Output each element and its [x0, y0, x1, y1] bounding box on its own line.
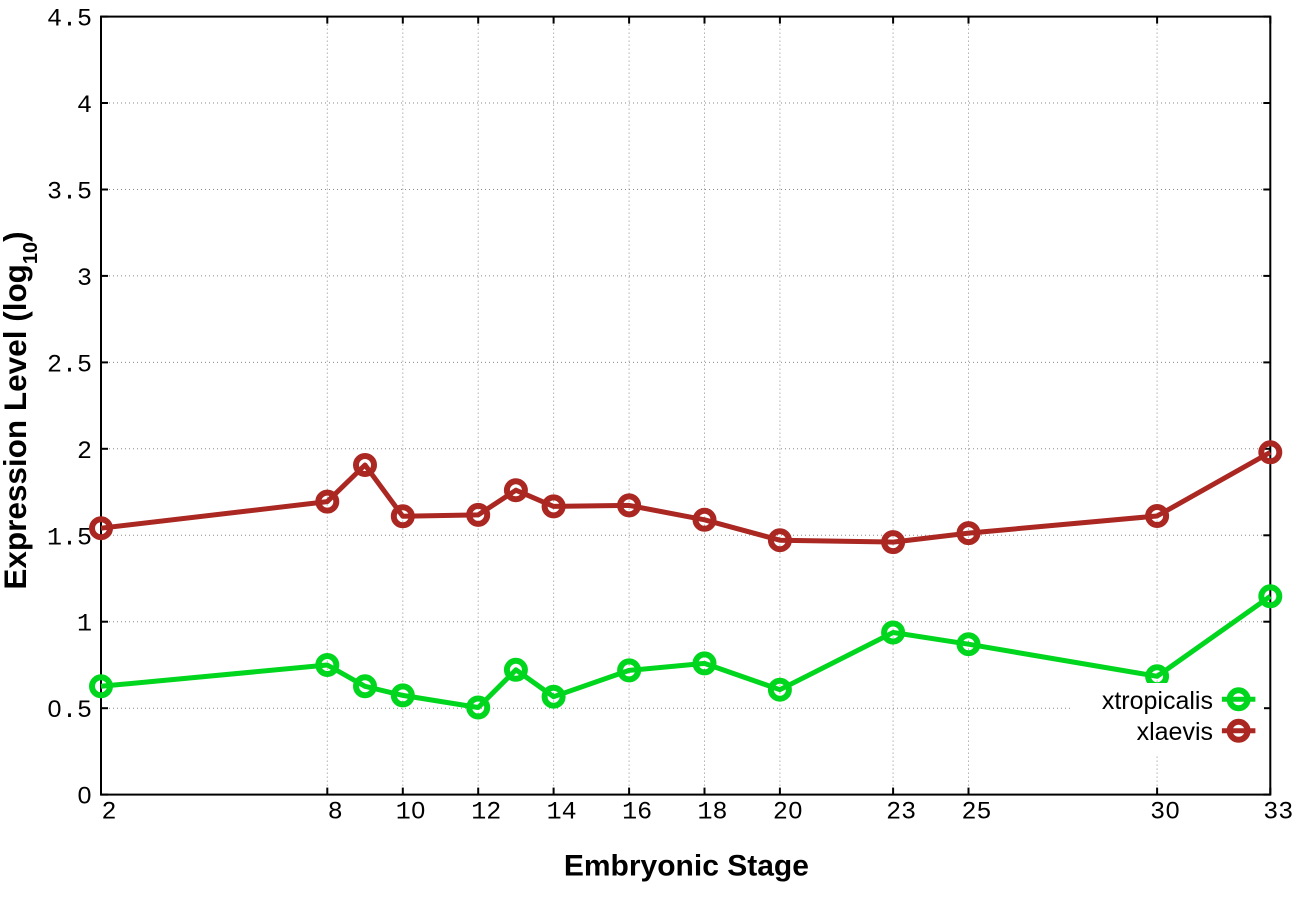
svg-text:2: 2 — [101, 797, 116, 826]
svg-text:xtropicalis: xtropicalis — [1102, 687, 1213, 715]
svg-text:xlaevis: xlaevis — [1137, 718, 1213, 746]
svg-text:4.5: 4.5 — [47, 5, 92, 34]
svg-text:2.5: 2.5 — [47, 350, 92, 379]
svg-text:2: 2 — [77, 437, 92, 466]
svg-text:16: 16 — [622, 797, 652, 826]
svg-text:1: 1 — [77, 610, 92, 639]
svg-text:30: 30 — [1150, 797, 1180, 826]
svg-text:Embryonic Stage: Embryonic Stage — [564, 850, 809, 883]
svg-text:20: 20 — [773, 797, 803, 826]
svg-text:12: 12 — [471, 797, 501, 826]
svg-text:10: 10 — [396, 797, 426, 826]
svg-text:33: 33 — [1263, 797, 1293, 826]
svg-text:8: 8 — [328, 797, 343, 826]
svg-text:25: 25 — [961, 797, 991, 826]
svg-text:14: 14 — [547, 797, 577, 826]
svg-text:4: 4 — [77, 91, 92, 120]
svg-text:3: 3 — [77, 264, 92, 293]
svg-text:23: 23 — [886, 797, 916, 826]
svg-text:1.5: 1.5 — [47, 523, 92, 552]
svg-text:18: 18 — [697, 797, 727, 826]
svg-text:3.5: 3.5 — [47, 178, 92, 207]
